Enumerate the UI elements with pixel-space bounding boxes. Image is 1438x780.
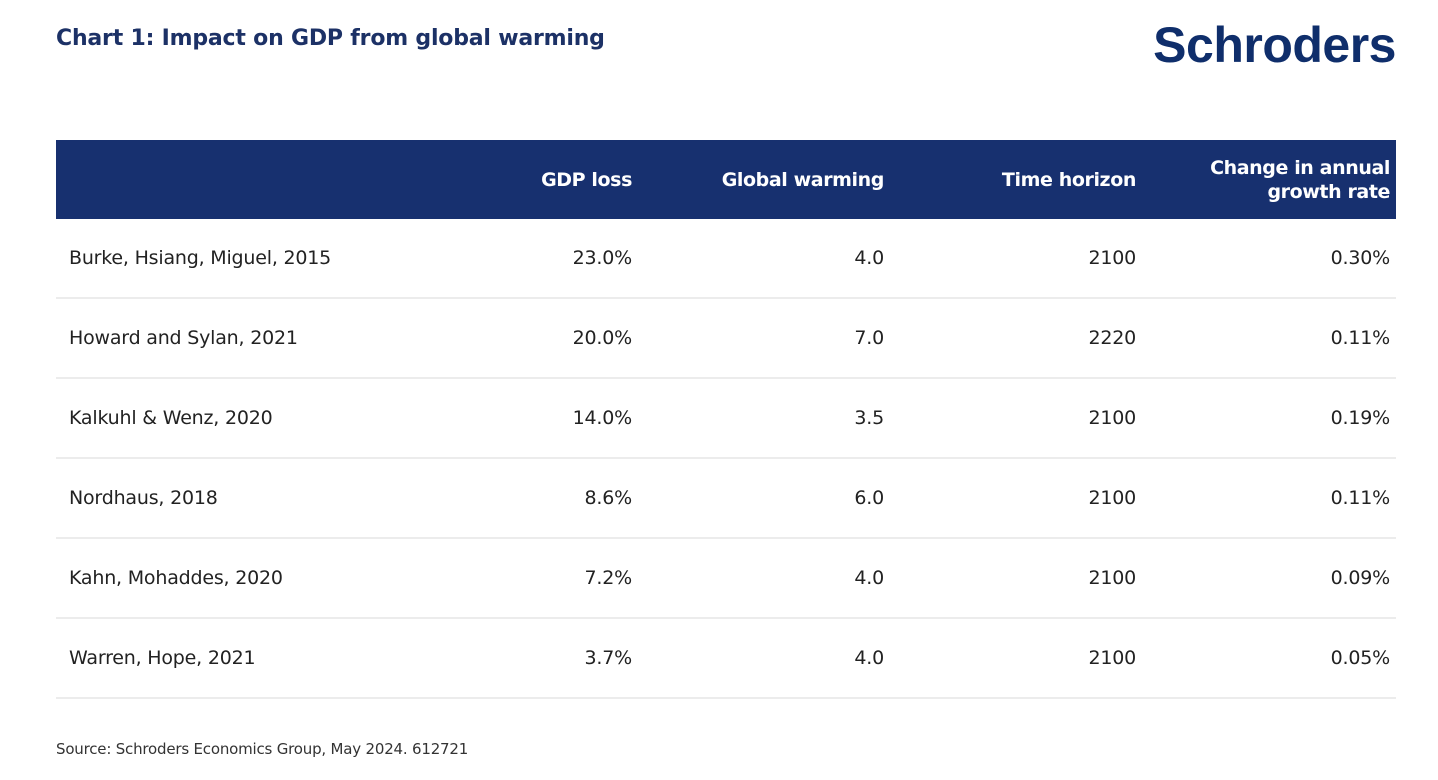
cell-time-horizon: 2100 bbox=[890, 378, 1142, 459]
table-row: Nordhaus, 2018 8.6% 6.0 2100 0.11% bbox=[56, 458, 1396, 539]
cell-gdp-loss: 23.0% bbox=[496, 219, 638, 299]
cell-gdp-loss: 7.2% bbox=[496, 538, 638, 619]
header-study bbox=[56, 140, 496, 219]
chart-title: Chart 1: Impact on GDP from global warmi… bbox=[56, 26, 605, 51]
cell-gdp-loss: 8.6% bbox=[496, 458, 638, 539]
cell-time-horizon: 2100 bbox=[890, 618, 1142, 699]
header-growth-rate-line2: growth rate bbox=[1267, 180, 1390, 203]
cell-growth-rate-change: 0.19% bbox=[1142, 378, 1396, 459]
cell-time-horizon: 2100 bbox=[890, 538, 1142, 619]
cell-study: Warren, Hope, 2021 bbox=[56, 618, 496, 699]
header-growth-rate-change: Change in annual growth rate bbox=[1142, 140, 1396, 219]
header-growth-rate-line1: Change in annual bbox=[1210, 156, 1390, 179]
table-header-row: GDP loss Global warming Time horizon Cha… bbox=[56, 140, 1396, 219]
cell-growth-rate-change: 0.11% bbox=[1142, 458, 1396, 539]
cell-global-warming: 4.0 bbox=[638, 219, 890, 299]
table-row: Howard and Sylan, 2021 20.0% 7.0 2220 0.11% bbox=[56, 298, 1396, 379]
cell-gdp-loss: 3.7% bbox=[496, 618, 638, 699]
table-row: Kahn, Mohaddes, 2020 7.2% 4.0 2100 0.09% bbox=[56, 538, 1396, 619]
header-global-warming: Global warming bbox=[721, 168, 885, 191]
cell-growth-rate-change: 0.30% bbox=[1142, 219, 1396, 299]
header-time-horizon: Time horizon bbox=[1001, 168, 1136, 191]
schroders-logo: Schroders bbox=[1153, 17, 1396, 73]
cell-global-warming: 6.0 bbox=[638, 458, 890, 539]
cell-study: Kahn, Mohaddes, 2020 bbox=[56, 538, 496, 619]
gdp-impact-table: GDP loss Global warming Time horizon Cha… bbox=[56, 140, 1396, 699]
cell-gdp-loss: 20.0% bbox=[496, 298, 638, 379]
cell-study: Nordhaus, 2018 bbox=[56, 458, 496, 539]
cell-global-warming: 4.0 bbox=[638, 538, 890, 619]
cell-study: Kalkuhl & Wenz, 2020 bbox=[56, 378, 496, 459]
cell-gdp-loss: 14.0% bbox=[496, 378, 638, 459]
cell-global-warming: 3.5 bbox=[638, 378, 890, 459]
table-row: Kalkuhl & Wenz, 2020 14.0% 3.5 2100 0.19% bbox=[56, 378, 1396, 459]
cell-time-horizon: 2100 bbox=[890, 219, 1142, 299]
cell-study: Burke, Hsiang, Miguel, 2015 bbox=[56, 219, 496, 299]
cell-time-horizon: 2100 bbox=[890, 458, 1142, 539]
source-note: Source: Schroders Economics Group, May 2… bbox=[56, 740, 469, 758]
cell-time-horizon: 2220 bbox=[890, 298, 1142, 379]
header-gdp-loss: GDP loss bbox=[541, 168, 632, 191]
table-body: Burke, Hsiang, Miguel, 2015 23.0% 4.0 2100 0… bbox=[56, 219, 1396, 699]
cell-growth-rate-change: 0.09% bbox=[1142, 538, 1396, 619]
cell-global-warming: 7.0 bbox=[638, 298, 890, 379]
cell-growth-rate-change: 0.05% bbox=[1142, 618, 1396, 699]
gdp-impact-table-container: GDP loss Global warming Time horizon Cha… bbox=[56, 140, 1396, 699]
table-row: Burke, Hsiang, Miguel, 2015 23.0% 4.0 2100 0… bbox=[56, 219, 1396, 299]
cell-study: Howard and Sylan, 2021 bbox=[56, 298, 496, 379]
cell-global-warming: 4.0 bbox=[638, 618, 890, 699]
table-row: Warren, Hope, 2021 3.7% 4.0 2100 0.05% bbox=[56, 618, 1396, 699]
cell-growth-rate-change: 0.11% bbox=[1142, 298, 1396, 379]
table-header: GDP loss Global warming Time horizon Cha… bbox=[56, 140, 1396, 219]
